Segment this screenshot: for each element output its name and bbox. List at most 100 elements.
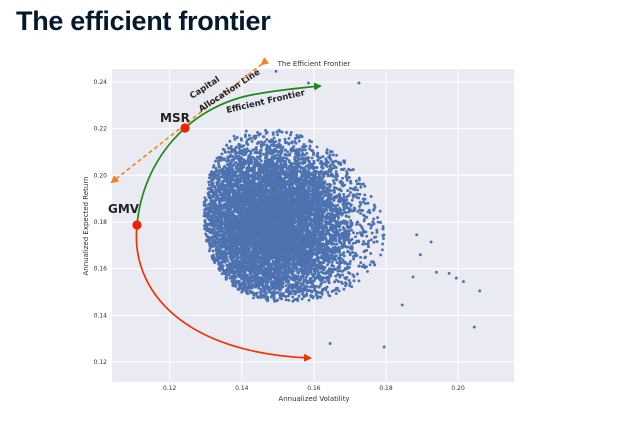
portfolio-point: [355, 272, 359, 276]
portfolio-point: [349, 179, 353, 183]
portfolio-point: [332, 160, 335, 164]
portfolio-point: [262, 135, 266, 139]
portfolio-point: [336, 219, 340, 223]
portfolio-point: [337, 280, 341, 284]
portfolio-point: [284, 156, 288, 160]
portfolio-point: [368, 263, 372, 267]
portfolio-point: [373, 263, 377, 267]
portfolio-point: [363, 197, 367, 201]
portfolio-point: [316, 295, 320, 299]
portfolio-point: [362, 240, 366, 244]
portfolio-point: [335, 261, 339, 265]
portfolio-point: [349, 219, 353, 223]
portfolio-point: [335, 242, 339, 246]
portfolio-point: [289, 133, 292, 137]
portfolio-point: [227, 159, 231, 163]
portfolio-point: [328, 164, 332, 168]
portfolio-point: [308, 188, 312, 192]
portfolio-point: [293, 136, 297, 140]
portfolio-point: [345, 178, 349, 182]
portfolio-point: [361, 209, 365, 212]
portfolio-point: [315, 145, 319, 149]
portfolio-point: [364, 265, 368, 269]
portfolio-point: [348, 281, 352, 285]
portfolio-point: [344, 237, 348, 241]
portfolio-point: [354, 179, 358, 183]
portfolio-point: [262, 152, 265, 156]
portfolio-point: [352, 279, 356, 283]
portfolio-point: [341, 258, 345, 262]
portfolio-point: [265, 130, 269, 134]
portfolio-point: [358, 192, 362, 196]
portfolio-point: [331, 179, 335, 183]
portfolio-point: [311, 153, 315, 156]
portfolio-point: [252, 296, 255, 300]
portfolio-point: [361, 200, 365, 204]
portfolio-point: [348, 262, 352, 266]
portfolio-point: [372, 240, 376, 244]
portfolio-point: [379, 253, 383, 257]
portfolio-point: [280, 158, 284, 162]
portfolio-point: [310, 285, 314, 289]
portfolio-point: [287, 136, 291, 140]
portfolio-point: [337, 289, 341, 293]
portfolio-point: [286, 287, 290, 290]
portfolio-point: [334, 221, 338, 225]
portfolio-point: [358, 200, 362, 204]
portfolio-point: [272, 136, 276, 140]
portfolio-point: [342, 254, 346, 258]
portfolio-point: [369, 195, 373, 198]
portfolio-point: [342, 287, 346, 291]
portfolio-point: [284, 284, 288, 288]
portfolio-point: [348, 186, 352, 190]
portfolio-point: [273, 162, 277, 166]
portfolio-point: [376, 220, 380, 224]
portfolio-point: [375, 240, 379, 244]
portfolio-point: [365, 234, 369, 238]
portfolio-point: [347, 193, 351, 197]
portfolio-point: [344, 284, 347, 288]
portfolio-point: [271, 132, 275, 136]
portfolio-point: [272, 290, 276, 294]
portfolio-point: [305, 151, 309, 155]
portfolio-point: [367, 239, 371, 243]
portfolio-point: [347, 176, 351, 179]
slide-title: The efficient frontier: [16, 6, 271, 36]
portfolio-point: [359, 261, 363, 265]
portfolio-point: [276, 133, 280, 137]
portfolio-point: [382, 233, 386, 237]
portfolio-point: [332, 166, 336, 170]
portfolio-point: [333, 280, 336, 284]
portfolio-point: [254, 146, 258, 149]
portfolio-point: [278, 155, 282, 158]
portfolio-point: [308, 144, 312, 148]
portfolio-point: [275, 153, 279, 157]
portfolio-point: [331, 153, 335, 157]
portfolio-point: [328, 156, 332, 160]
portfolio-point: [362, 182, 365, 186]
portfolio-point: [332, 199, 336, 203]
portfolio-point: [326, 263, 329, 267]
portfolio-point: [331, 163, 335, 167]
portfolio-point: [328, 182, 331, 186]
portfolio-point: [345, 195, 349, 199]
portfolio-point: [280, 150, 284, 154]
portfolio-point: [286, 150, 290, 154]
portfolio-point: [370, 223, 374, 227]
portfolio-point: [359, 185, 363, 189]
portfolio-point: [286, 153, 290, 157]
portfolio-point: [283, 137, 287, 141]
portfolio-point: [326, 194, 330, 198]
portfolio-point: [331, 246, 335, 250]
portfolio-point: [357, 279, 361, 283]
portfolio-point: [342, 205, 346, 209]
portfolio-point: [207, 180, 211, 184]
portfolio-point: [222, 165, 226, 169]
portfolio-point: [204, 232, 208, 236]
portfolio-point: [372, 217, 376, 221]
portfolio-point: [334, 278, 338, 282]
portfolio-point: [295, 268, 299, 272]
portfolio-point: [220, 272, 224, 276]
portfolio-point: [341, 225, 345, 229]
